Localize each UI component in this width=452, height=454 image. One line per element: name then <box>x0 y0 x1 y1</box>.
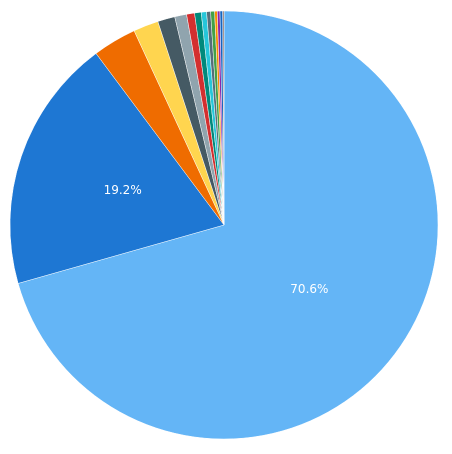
pie-slice <box>17 10 439 440</box>
pie-slice <box>222 10 225 226</box>
pie-slice <box>9 53 225 284</box>
data-label: 70.6% <box>290 282 328 296</box>
data-label: 19.2% <box>104 183 142 197</box>
